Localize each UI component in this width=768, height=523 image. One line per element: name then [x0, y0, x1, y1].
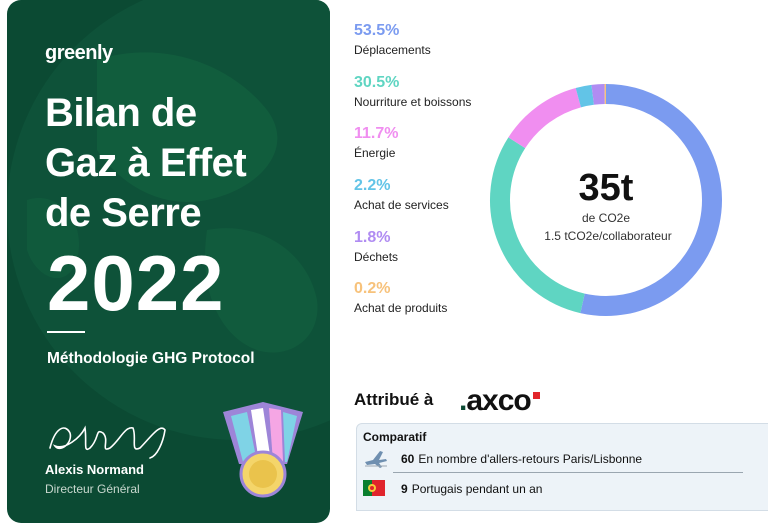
legend-item-nourriture: 30.5% Nourriture et boissons	[354, 74, 554, 109]
donut-segment	[591, 84, 605, 105]
legend-item-deplacements: 53.5% Déplacements	[354, 22, 554, 57]
legend-percent: 30.5%	[354, 74, 400, 91]
legend-label: Achat de produits	[354, 301, 448, 315]
portugal-flag-icon	[363, 480, 385, 496]
legend-item-dechets: 1.8% Déchets	[354, 229, 554, 264]
title-line: de Serre	[45, 191, 202, 235]
attribution-label: Attribué à	[354, 390, 434, 409]
legend-label: Déplacements	[354, 43, 431, 57]
total-unit: de CO2e	[581, 211, 631, 225]
legend-percent: 2.2%	[354, 177, 391, 194]
total-emissions: 35t	[578, 167, 634, 209]
legend-item-produits: 0.2% Achat de produits	[354, 280, 554, 315]
legend-percent: 53.5%	[354, 22, 400, 39]
legend-label: Déchets	[354, 250, 399, 264]
legend-percent: 1.8%	[354, 229, 391, 246]
brand-logo: greenly	[45, 42, 113, 64]
company-name: axco	[466, 384, 531, 417]
per-employee: 1.5 tCO2e/collaborateur	[544, 229, 672, 243]
legend-percent: 11.7%	[354, 125, 399, 142]
comparatif-count: 9	[401, 482, 408, 496]
comparatif-text: En nombre d'allers-retours Paris/Lisbonn…	[418, 452, 643, 466]
signer-role: Directeur Général	[45, 482, 140, 496]
donut-segment	[580, 84, 722, 316]
comparatif-text: Portugais pendant un an	[411, 482, 543, 496]
title-line: Gaz à Effet	[45, 141, 247, 185]
globe-background	[7, 0, 330, 440]
legend-label: Achat de services	[354, 198, 449, 212]
title-line: Bilan de	[45, 91, 197, 135]
donut-segment	[490, 137, 585, 314]
legend-item-energie: 11.7% Énergie	[354, 125, 554, 160]
donut-segment	[575, 84, 595, 108]
signer-name: Alexis Normand	[45, 462, 144, 477]
certificate-title: Bilan de Gaz à Effet de Serre	[45, 88, 247, 238]
divider	[47, 331, 85, 333]
comparatif-divider	[393, 472, 743, 473]
medal-icon	[223, 402, 303, 498]
certificate-year: 2022	[47, 239, 225, 327]
airplane-icon	[365, 451, 387, 468]
legend-label: Nourriture et boissons	[354, 95, 472, 109]
certificate-card: greenly Bilan de Gaz à Effet de Serre 20…	[7, 0, 330, 523]
comparatif-count: 60	[401, 452, 415, 466]
signature-image	[49, 425, 166, 459]
emissions-donut-chart	[490, 84, 722, 316]
legend-label: Énergie	[354, 146, 396, 160]
methodology-label: Méthodologie GHG Protocol	[47, 350, 255, 367]
comparatif-title: Comparatif	[363, 430, 427, 444]
donut-segment	[508, 88, 582, 149]
company-logo: .axco	[459, 384, 540, 418]
comparatif-panel: Comparatif 60 En nombre d'allers-retours …	[356, 423, 768, 511]
legend-item-services: 2.2% Achat de services	[354, 177, 554, 212]
legend-percent: 0.2%	[354, 280, 391, 297]
